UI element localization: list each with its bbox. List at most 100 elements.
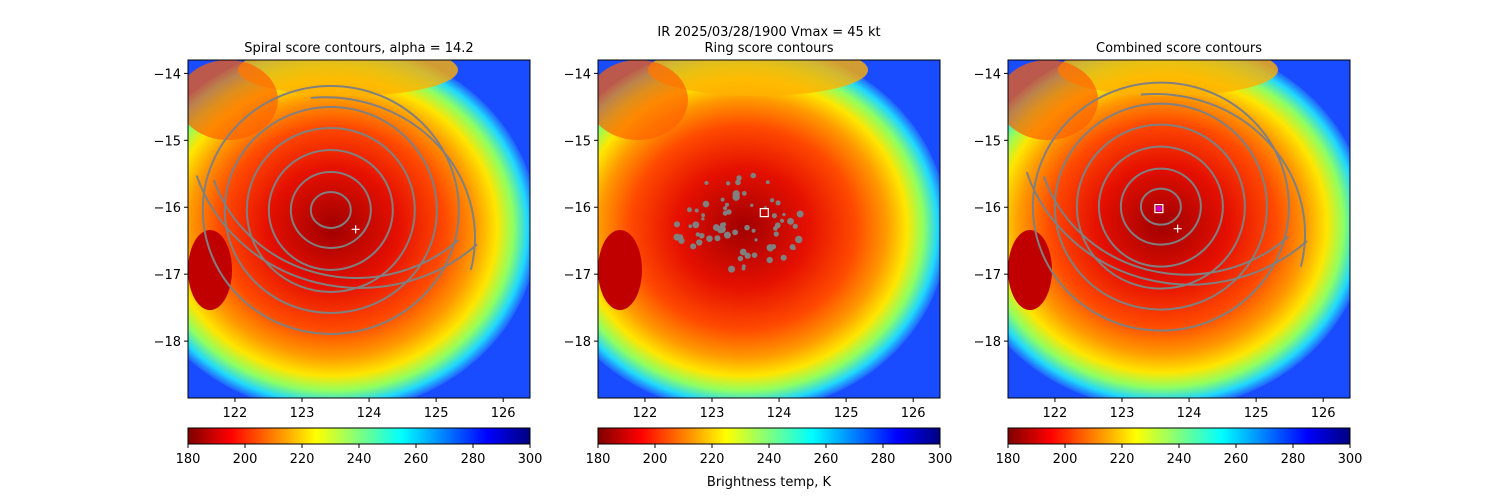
x-tick-label: 124: [357, 406, 382, 421]
spiral-contour-6: [1031, 81, 1290, 332]
axes-frame: [187, 59, 531, 399]
spiral-arc-3: [310, 96, 476, 271]
ring-contour-blob: [744, 252, 751, 259]
ring-contour-blob: [796, 210, 804, 218]
ring-contour-blob: [728, 265, 736, 273]
colorbar-tick-label: 280: [1281, 452, 1306, 467]
ir-cloud-shield: [598, 60, 940, 398]
square-marker: [759, 208, 769, 218]
colorbar-tick-label: 220: [290, 452, 315, 467]
y-tick-label: −15: [974, 134, 1001, 149]
colorbar-tick-label: 180: [996, 452, 1021, 467]
panels: Spiral score contours, alpha = 14.2 122 12…: [154, 41, 1363, 467]
y-tick-label: −16: [974, 201, 1001, 216]
ir-image: [598, 60, 940, 398]
ring-contour-blob: [722, 206, 728, 211]
ring-contour-blob: [741, 191, 747, 196]
colorbar-gradient: [597, 427, 941, 445]
spiral-arc-3: [1140, 93, 1306, 267]
dot-marker: [1155, 205, 1162, 212]
colorbar-tick-label: 240: [1167, 452, 1192, 467]
colorbar: 180 200 220 240 260 280 300: [176, 427, 543, 467]
ring-contour-blob: [741, 266, 746, 271]
ring-contour-blob: [766, 256, 773, 264]
ring-contour-blob: [678, 237, 685, 244]
ring-contour-blob: [780, 254, 787, 261]
ring-contour-blob: [782, 212, 786, 217]
x-tick-label: 123: [290, 406, 315, 421]
ring-contour-blob: [771, 244, 777, 250]
ring-contour-blob: [688, 224, 693, 229]
ir-northwest-band: [188, 60, 278, 140]
center-plus-marker: [351, 225, 360, 234]
y-tick-label: −16: [564, 201, 591, 216]
ring-contour-blob: [735, 179, 741, 186]
ring-contour-blob: [773, 231, 779, 237]
y-tick-label: −15: [564, 134, 591, 149]
contours: [195, 84, 478, 335]
ring-contour-blob: [694, 208, 699, 213]
axes-frame: [1007, 59, 1351, 399]
ir-north-band: [648, 60, 868, 96]
colorbar-tick-label: 300: [1338, 452, 1363, 467]
ring-contour-blob: [692, 221, 700, 229]
colorbar-tick-label: 180: [586, 452, 611, 467]
ring-contour-blob: [739, 248, 747, 256]
colorbar-label: Brightness temp, K: [707, 475, 832, 490]
ring-contour-blob: [779, 218, 785, 223]
colorbar: 180 200 220 240 260 280 300: [586, 427, 953, 467]
ring-contour-blob: [751, 228, 756, 233]
ring-contour-blob: [718, 225, 726, 233]
colorbar-tick-label: 220: [1110, 452, 1135, 467]
ring-contour-blob: [771, 213, 777, 219]
colorbar-tick-label: 300: [928, 452, 953, 467]
ring-contour-blob: [724, 202, 730, 207]
spiral-contour-3: [267, 148, 394, 271]
suptitle: IR 2025/03/28/1900 Vmax = 45 kt: [657, 25, 880, 40]
square-marker: [1154, 203, 1164, 214]
colorbar-tick-label: 280: [871, 452, 896, 467]
x-tick-label: 125: [424, 406, 449, 421]
spiral-contour-5: [1053, 102, 1268, 311]
ring-contour-blob: [789, 219, 794, 224]
ring-contour-blob: [714, 235, 721, 242]
contours: [673, 172, 804, 273]
ring-contour-blob: [686, 207, 692, 213]
ring-contour-blob: [722, 210, 728, 216]
colorbar-tick-label: 300: [518, 452, 543, 467]
ring-contour-blob: [673, 221, 681, 228]
spiral-arc-2: [1025, 171, 1308, 286]
spiral-arc-1: [1042, 176, 1290, 276]
y-tick-label: −16: [154, 201, 181, 216]
y-tick-label: −17: [154, 268, 181, 283]
x-tick-label: 125: [1244, 406, 1269, 421]
ir-northwest-band: [1008, 60, 1098, 140]
ring-contour-blob: [765, 180, 770, 185]
colorbar-tick-label: 200: [643, 452, 668, 467]
spiral-contour-5: [223, 105, 438, 314]
ring-contour-blob: [704, 180, 709, 186]
contours: [1025, 81, 1308, 332]
x-tick-label: 126: [491, 406, 516, 421]
ir-cold-cell-west: [188, 230, 232, 310]
x-tick-label: 126: [901, 406, 926, 421]
ring-contour-blob: [754, 238, 758, 242]
ring-contour-blob: [701, 213, 706, 218]
colorbar-tick-label: 280: [461, 452, 486, 467]
colorbar-tick-label: 240: [347, 452, 372, 467]
ring-contour-blob: [769, 198, 775, 203]
ring-contour-blob: [695, 232, 700, 237]
spiral-contour-1: [309, 190, 352, 229]
colorbar-tick-label: 180: [176, 452, 201, 467]
ring-contour-blob: [750, 203, 754, 207]
ring-contour-blob: [744, 224, 750, 231]
colorbar-tick-label: 220: [700, 452, 725, 467]
x-tick-label: 126: [1311, 406, 1336, 421]
ring-contour-blob: [750, 172, 757, 179]
x-tick-label: 122: [223, 406, 248, 421]
spiral-arc-1: [212, 179, 459, 279]
colorbar-tick-label: 260: [1224, 452, 1249, 467]
panel-title: Combined score contours: [1096, 41, 1262, 56]
colorbar-tick-label: 260: [404, 452, 429, 467]
ring-contour-blob: [732, 229, 739, 236]
